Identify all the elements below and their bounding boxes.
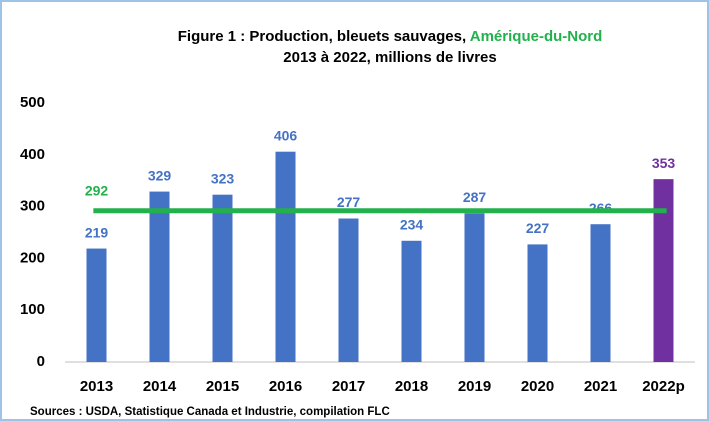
x-tick-label: 2014 — [143, 378, 177, 395]
chart-title-highlight: Amérique-du-Nord — [470, 28, 603, 45]
value-label: 353 — [652, 155, 676, 171]
bar — [149, 191, 170, 362]
y-tick-label: 100 — [20, 301, 45, 318]
x-tick-label: 2018 — [395, 378, 428, 395]
reference-label: 292 — [85, 182, 109, 198]
bar — [275, 151, 296, 362]
x-tick-label: 2017 — [332, 378, 365, 395]
bar — [212, 194, 233, 362]
x-tick-label: 2021 — [584, 378, 617, 395]
bar — [338, 218, 359, 362]
bar — [527, 244, 548, 362]
x-tick-label: 2016 — [269, 378, 302, 395]
y-tick-label: 400 — [20, 146, 45, 163]
x-tick-label: 2020 — [521, 378, 554, 395]
value-label: 287 — [463, 189, 487, 205]
chart-title: Figure 1 : Production, bleuets sauvages, — [178, 28, 466, 45]
y-tick-label: 300 — [20, 198, 45, 215]
source-note: Sources : USDA, Statistique Canada et In… — [30, 406, 390, 418]
value-label: 227 — [526, 220, 550, 236]
value-label: 323 — [211, 170, 235, 186]
value-label: 329 — [148, 167, 172, 183]
chart-title-line: Figure 1 : Production, bleuets sauvages,… — [178, 28, 603, 45]
y-tick-label: 500 — [20, 94, 45, 111]
y-tick-label: 0 — [37, 353, 45, 370]
x-tick-label: 2022p — [642, 378, 685, 395]
bar — [590, 224, 611, 362]
value-label: 234 — [400, 216, 424, 232]
x-tick-label: 2015 — [206, 378, 239, 395]
y-tick-label: 200 — [20, 249, 45, 266]
bar — [653, 179, 674, 362]
bar — [86, 248, 107, 362]
bar — [401, 240, 422, 362]
bar — [464, 213, 485, 362]
chart-subtitle: 2013 à 2022, millions de livres — [283, 49, 496, 66]
value-label: 266 — [589, 200, 613, 216]
value-label: 219 — [85, 224, 109, 240]
value-label: 277 — [337, 194, 361, 210]
x-tick-label: 2013 — [80, 378, 113, 395]
x-tick-label: 2019 — [458, 378, 491, 395]
value-label: 406 — [274, 127, 298, 143]
